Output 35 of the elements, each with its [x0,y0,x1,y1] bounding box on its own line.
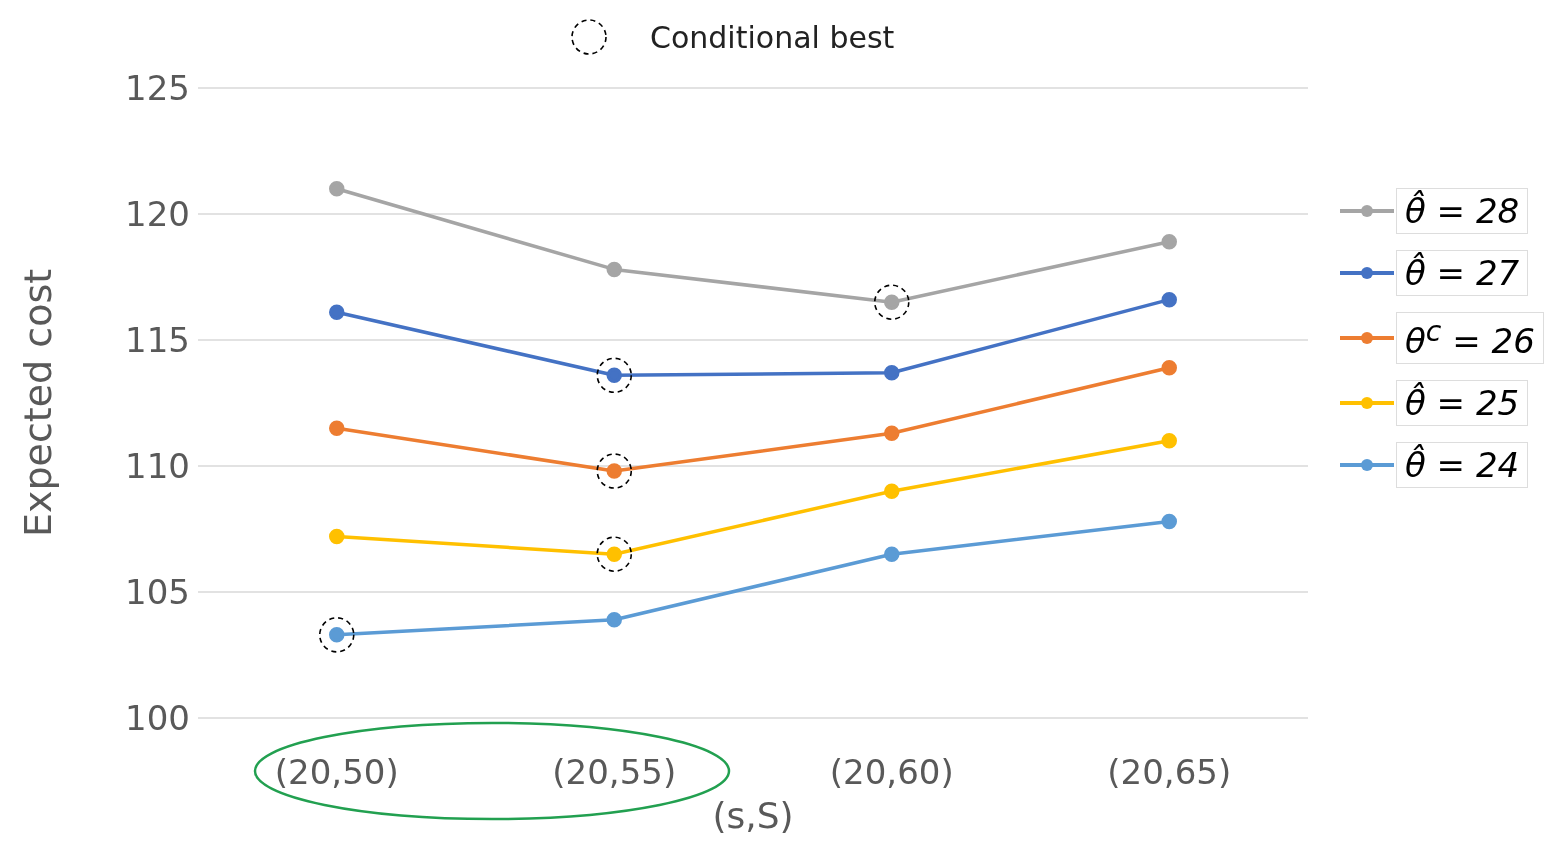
point [1161,433,1177,449]
point [318,617,355,653]
point [606,261,622,278]
point [329,420,345,436]
point [606,611,622,628]
x-tick-label: (20,55) [552,752,677,793]
point [884,365,900,381]
y-tick-label: 125 [125,68,190,109]
legend-label: θ$^{c}$ = 26 [1396,312,1544,365]
y-tick-label: 120 [125,194,190,235]
x-tick-label: (20,50) [274,752,399,793]
point [884,546,900,562]
point [596,357,633,394]
x-tick-label: (20,65) [1107,752,1232,793]
y-tick-label: 115 [125,320,190,361]
point [1161,513,1177,530]
legend-label: Conditional best [650,19,895,55]
point [884,483,900,499]
point [329,181,345,197]
x-tick-label: (20,60) [829,752,954,793]
y-tick-label: 110 [125,446,190,487]
legend-label: θ̂ = 25 [1396,380,1529,427]
point [1161,359,1177,376]
point [884,425,900,441]
y-axis-title: Expected cost [16,268,61,538]
legend-label: θ̂ = 28 [1396,188,1529,234]
point [329,304,345,321]
legend-label: θ̂ = 24 [1396,442,1529,489]
x-axis-title: (s,S) [712,795,794,836]
point [1161,291,1177,308]
legend-label: θ̂ = 27 [1396,250,1529,296]
y-tick-label: 105 [125,572,190,613]
point [329,528,345,545]
y-tick-label: 100 [125,698,190,739]
point [1161,233,1177,250]
